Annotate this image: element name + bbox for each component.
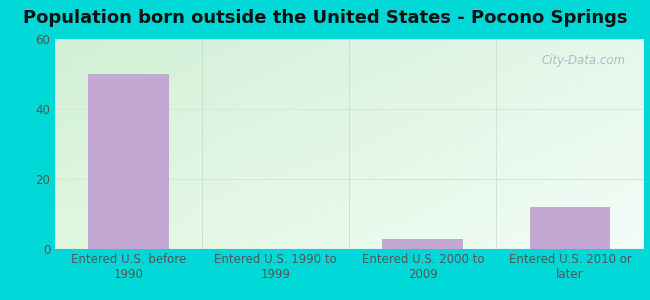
Bar bbox=[382, 238, 463, 249]
Text: City-Data.com: City-Data.com bbox=[541, 54, 626, 67]
Bar bbox=[530, 207, 610, 249]
Text: Population born outside the United States - Pocono Springs: Population born outside the United State… bbox=[23, 9, 627, 27]
Bar bbox=[88, 74, 169, 249]
